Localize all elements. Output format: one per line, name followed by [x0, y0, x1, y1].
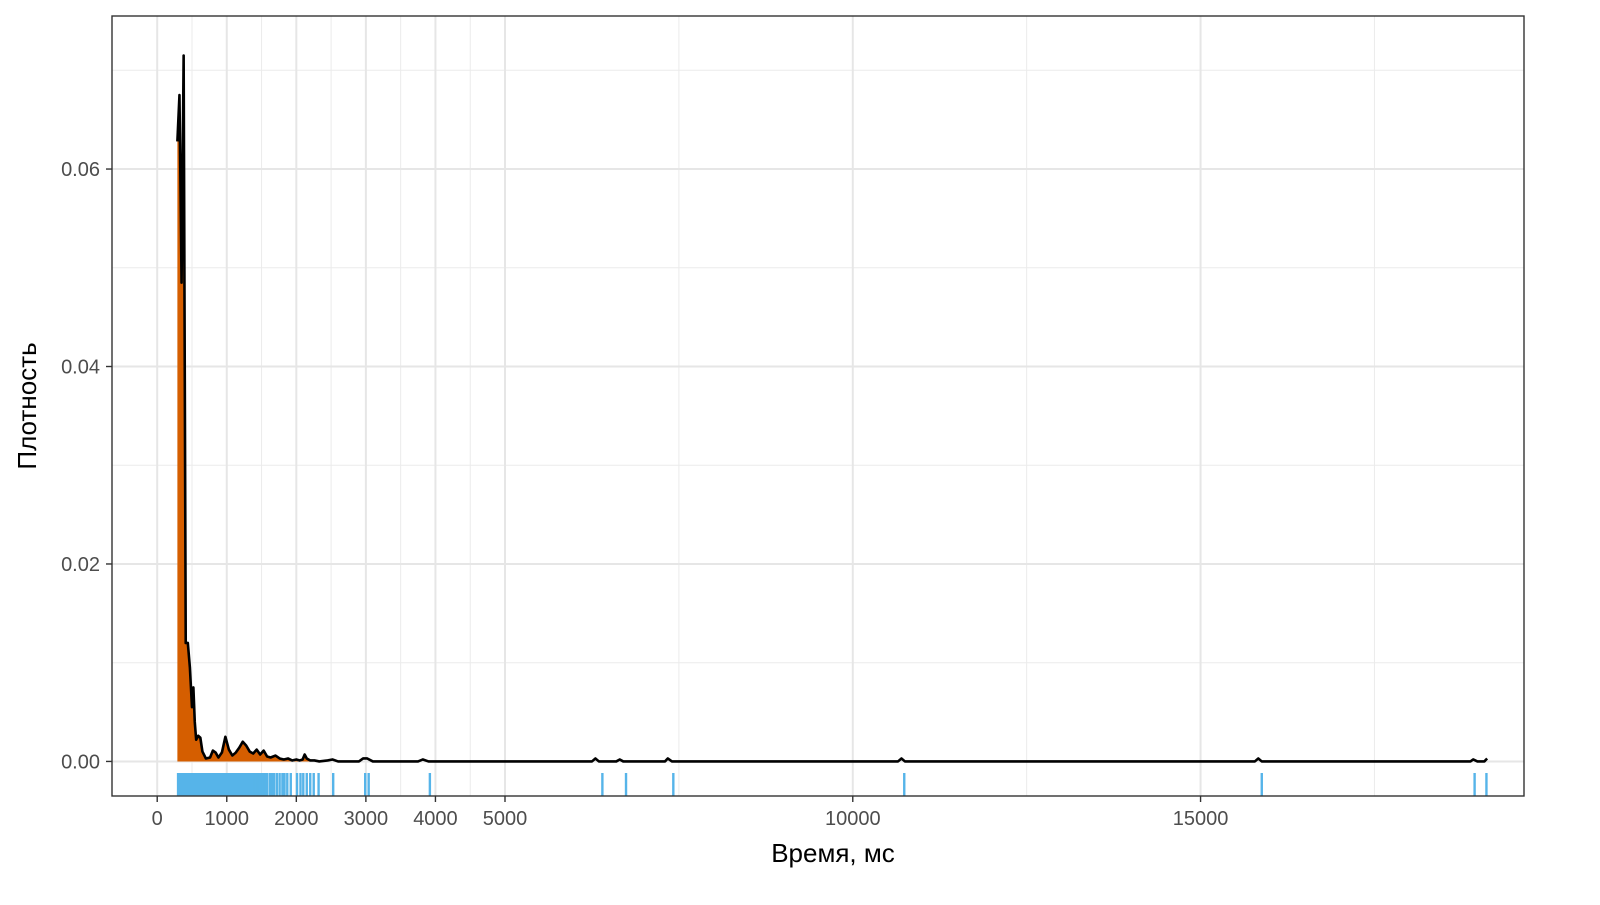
- y-tick-label: 0.00: [61, 751, 100, 773]
- rug-layer: [176, 773, 1488, 796]
- density-line-layer: [176, 54, 1489, 763]
- grid-layer: [112, 16, 1524, 796]
- x-tick-label: 3000: [344, 808, 389, 830]
- density-line: [176, 54, 1489, 763]
- x-tick-label: 5000: [483, 808, 528, 830]
- x-tick-label: 0: [152, 808, 163, 830]
- plot-border: [111, 15, 1525, 797]
- x-tick-label: 2000: [274, 808, 319, 830]
- plot-background: [112, 16, 1524, 796]
- x-tick-label: 15000: [1173, 808, 1229, 830]
- x-tick-label: 10000: [825, 808, 881, 830]
- y-tick-label: 0.02: [61, 554, 100, 576]
- x-tick-label: 4000: [413, 808, 458, 830]
- y-axis-title: Плотность: [12, 342, 42, 469]
- y-tick-label: 0.06: [61, 159, 100, 181]
- x-axis-title: Время, мс: [771, 838, 895, 868]
- tick-layer: 0 1000 2000 3000 4000 5000 10000 15000 0.00 0.02 0…: [61, 159, 1228, 830]
- y-tick-label: 0.04: [61, 357, 100, 379]
- x-tick-label: 1000: [205, 808, 250, 830]
